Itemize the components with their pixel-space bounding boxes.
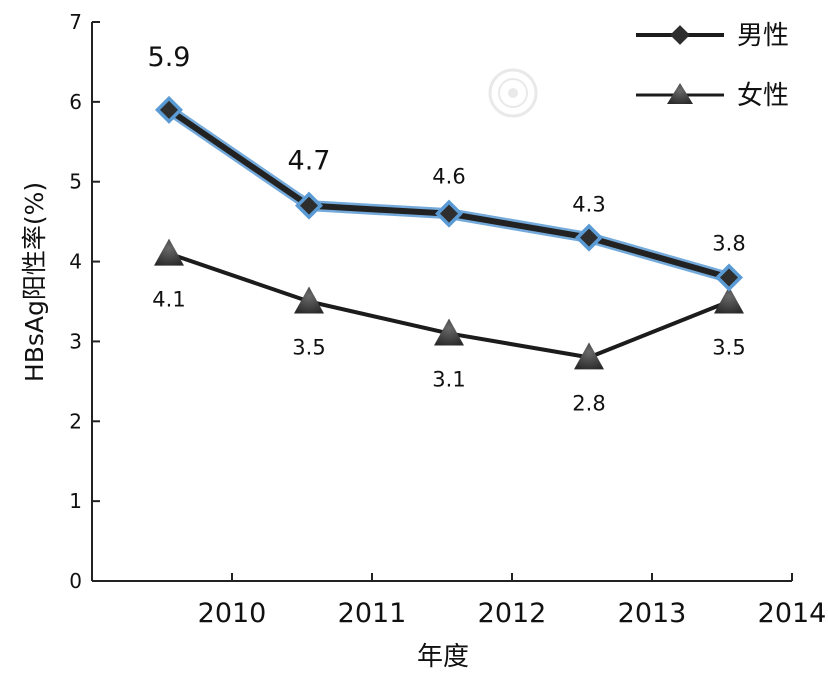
male-diamond-marker bbox=[580, 228, 598, 247]
female-data-label: 3.5 bbox=[292, 336, 325, 360]
female-triangle-marker bbox=[154, 238, 184, 266]
female-triangle-marker bbox=[294, 286, 324, 314]
series-male bbox=[155, 95, 743, 292]
male-series-line bbox=[167, 107, 730, 281]
y-tick-label: 2 bbox=[69, 409, 82, 433]
female-data-label: 2.8 bbox=[572, 391, 605, 415]
x-tick-label: 2011 bbox=[338, 598, 407, 629]
y-tick-label: 4 bbox=[69, 250, 82, 274]
x-axis-ticks: 2010 2011 2012 2013 2014 bbox=[198, 573, 827, 629]
male-data-label: 3.8 bbox=[712, 232, 745, 256]
female-triangle-marker bbox=[434, 318, 464, 346]
female-data-label: 3.5 bbox=[712, 336, 745, 360]
y-tick-label: 3 bbox=[69, 329, 82, 353]
female-triangle-marker bbox=[574, 342, 604, 370]
legend-marker-female bbox=[667, 83, 693, 104]
series-female bbox=[154, 238, 744, 370]
female-data-label: 3.1 bbox=[432, 367, 465, 391]
y-tick-label: 0 bbox=[69, 569, 82, 593]
y-tick-label: 7 bbox=[69, 10, 82, 34]
x-axis-title: 年度 bbox=[417, 642, 469, 672]
legend-label-female: 女性 bbox=[737, 81, 789, 111]
x-tick-label: 2010 bbox=[198, 598, 267, 629]
legend: 男性 女性 bbox=[636, 21, 789, 111]
female-data-label: 4.1 bbox=[152, 288, 185, 312]
legend-marker-male bbox=[670, 25, 690, 45]
data-labels: 5.9 4.7 4.6 4.3 3.8 4.1 3.5 3.1 2.8 3.5 bbox=[148, 42, 746, 416]
legend-label-male: 男性 bbox=[737, 21, 789, 51]
male-data-label: 4.3 bbox=[572, 193, 605, 217]
y-tick-label: 6 bbox=[69, 90, 82, 114]
male-diamond-marker bbox=[720, 268, 738, 287]
male-diamond-marker bbox=[440, 204, 458, 223]
y-axis-title: HBsAg阳性率(%) bbox=[20, 182, 49, 382]
x-tick-label: 2014 bbox=[758, 598, 827, 629]
male-data-label: 5.9 bbox=[148, 42, 191, 73]
male-data-label: 4.6 bbox=[432, 165, 465, 189]
y-axis-ticks: 0 1 2 3 4 5 6 7 bbox=[69, 10, 100, 593]
male-data-label: 4.7 bbox=[288, 146, 331, 177]
x-tick-label: 2012 bbox=[478, 598, 547, 629]
male-diamond-marker bbox=[300, 196, 318, 215]
female-triangle-marker bbox=[714, 286, 744, 314]
y-tick-label: 5 bbox=[69, 170, 82, 194]
watermark-seal bbox=[488, 68, 538, 118]
x-tick-label: 2013 bbox=[618, 598, 687, 629]
male-diamond-marker bbox=[160, 100, 178, 119]
y-tick-label: 1 bbox=[69, 489, 82, 513]
